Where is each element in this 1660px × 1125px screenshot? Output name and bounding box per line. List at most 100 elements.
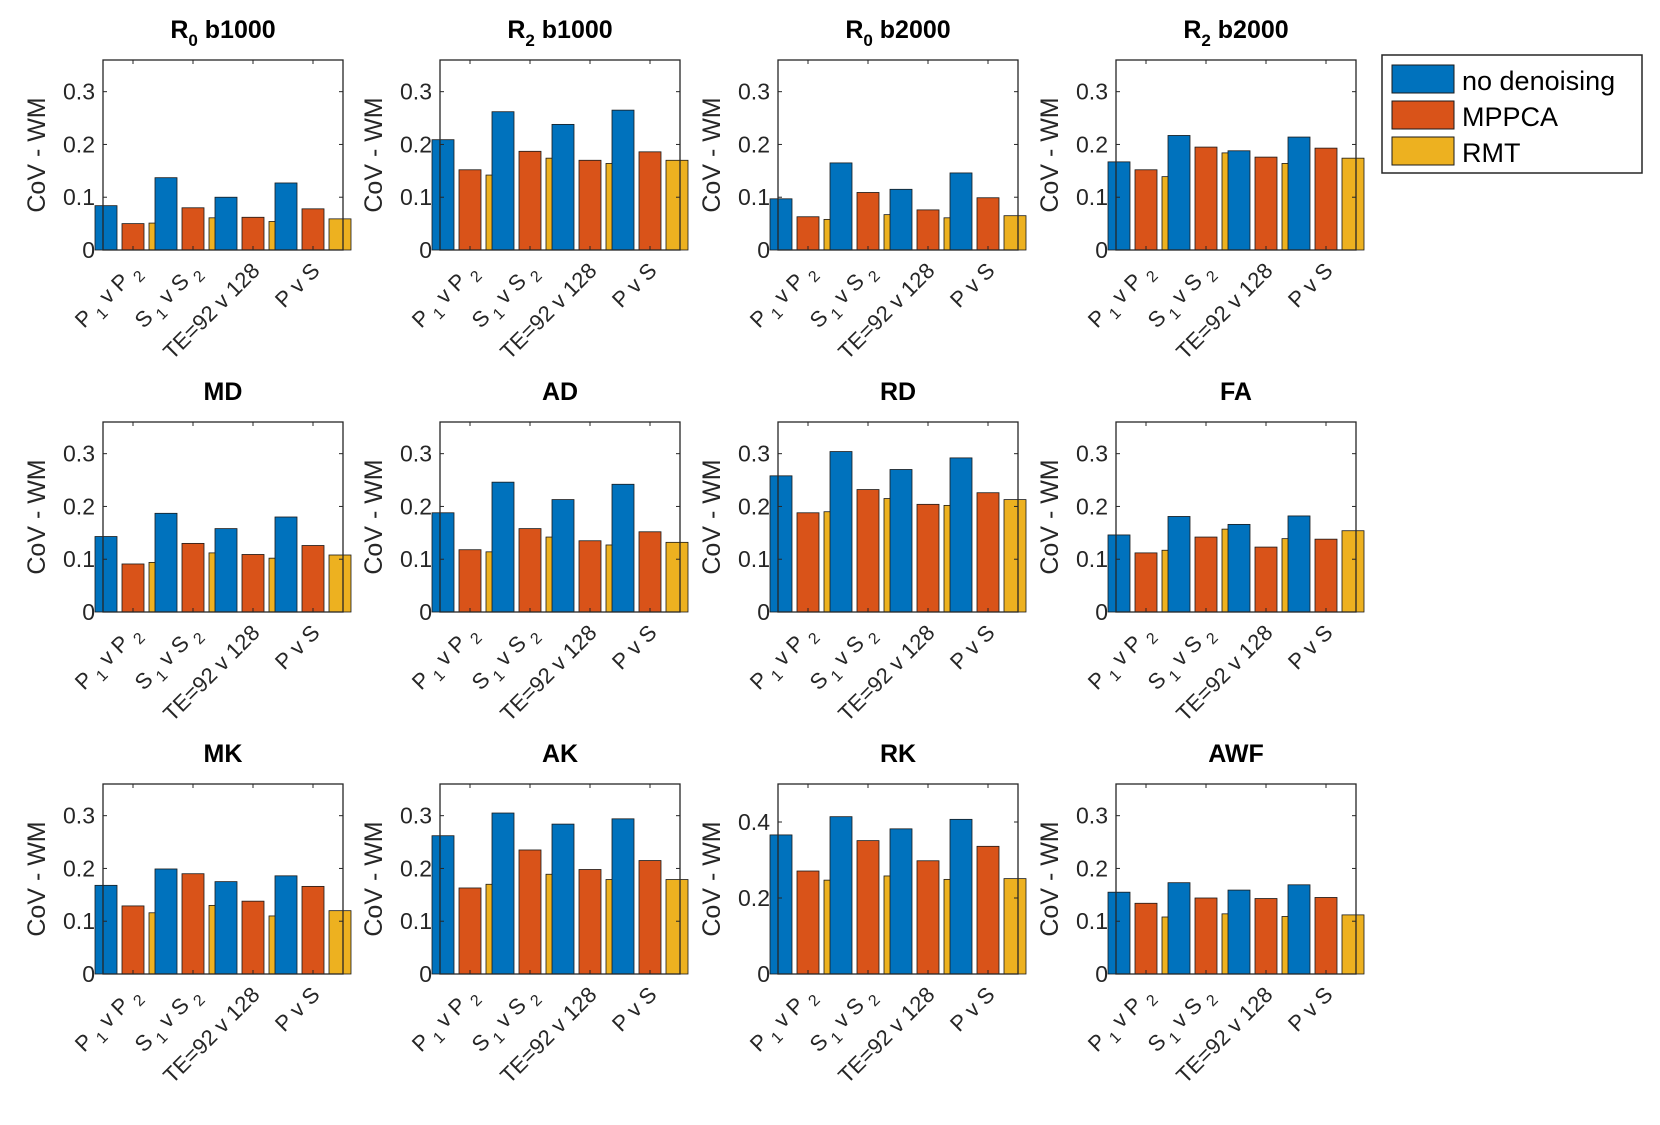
bar-no-denoising bbox=[491, 481, 515, 613]
subplot-title: R2 b2000 bbox=[1183, 16, 1288, 50]
x-tick-label: P 1 v P 2 bbox=[70, 982, 149, 1061]
y-tick-label: 0.3 bbox=[1076, 441, 1108, 467]
legend-label: MPPCA bbox=[1462, 102, 1558, 132]
bar-mppca bbox=[1314, 538, 1338, 613]
y-tick-label: 0 bbox=[82, 599, 95, 625]
bar-mppca bbox=[181, 873, 205, 975]
y-tick-label: 0.3 bbox=[738, 79, 770, 105]
bar-mppca bbox=[1254, 546, 1278, 613]
x-tick-label: P v S bbox=[607, 258, 662, 313]
y-axis-label: CoV - WM bbox=[23, 459, 51, 574]
bar-mppca bbox=[1314, 147, 1338, 251]
bar-no-denoising bbox=[1287, 136, 1311, 251]
y-tick-label: 0.2 bbox=[63, 131, 95, 157]
y-tick-label: 0.2 bbox=[1076, 131, 1108, 157]
y-axis-label: CoV - WM bbox=[698, 459, 726, 574]
subplot-10: AKP 1 v P 2S 1 v S 2TE=92 v 128 P v S00.1… bbox=[360, 740, 689, 1088]
bar-no-denoising bbox=[431, 139, 455, 251]
bar-mppca bbox=[458, 887, 482, 975]
bar-no-denoising bbox=[274, 875, 298, 975]
subplot-6: ADP 1 v P 2S 1 v S 2TE=92 v 128 P v S00.1… bbox=[360, 378, 689, 726]
y-axis-label: CoV - WM bbox=[1036, 97, 1064, 212]
bar-no-denoising bbox=[214, 528, 238, 613]
bar-mppca bbox=[856, 489, 880, 613]
y-tick-label: 0.3 bbox=[63, 803, 95, 829]
bar-no-denoising bbox=[431, 835, 455, 975]
legend-swatch-rmt bbox=[1391, 136, 1455, 166]
y-axis-label: CoV - WM bbox=[23, 97, 51, 212]
bar-mppca bbox=[301, 208, 325, 251]
bar-no-denoising bbox=[491, 812, 515, 975]
y-tick-label: 0 bbox=[757, 961, 770, 987]
subplot-title: FA bbox=[1220, 378, 1252, 406]
bar-mppca bbox=[181, 542, 205, 613]
bar-no-denoising bbox=[1107, 161, 1131, 251]
bar-no-denoising bbox=[829, 162, 853, 251]
y-tick-label: 0 bbox=[82, 237, 95, 263]
bar-mppca bbox=[301, 885, 325, 975]
bar-no-denoising bbox=[1107, 534, 1131, 613]
subplot-title: RK bbox=[880, 740, 916, 768]
bar-no-denoising bbox=[154, 868, 178, 975]
bar-no-denoising bbox=[889, 469, 913, 613]
bar-rmt bbox=[665, 879, 689, 975]
subplot-11: RKP 1 v P 2S 1 v S 2TE=92 v 128 P v S00.2… bbox=[698, 740, 1027, 1088]
x-tick-label: P 1 v P 2 bbox=[1083, 982, 1162, 1061]
y-tick-label: 0 bbox=[1095, 599, 1108, 625]
bar-mppca bbox=[578, 540, 602, 613]
bar-mppca bbox=[1314, 897, 1338, 975]
axes-box bbox=[439, 421, 681, 613]
bar-no-denoising bbox=[1107, 891, 1131, 975]
bar-no-denoising bbox=[274, 516, 298, 613]
bar-no-denoising bbox=[274, 182, 298, 251]
bar-no-denoising bbox=[1167, 516, 1191, 613]
y-tick-label: 0.1 bbox=[63, 546, 95, 572]
y-tick-label: 0.3 bbox=[1076, 79, 1108, 105]
x-tick-label: P v S bbox=[607, 620, 662, 675]
bar-rmt bbox=[328, 218, 352, 251]
y-axis-label: CoV - WM bbox=[23, 821, 51, 936]
bar-mppca bbox=[1134, 902, 1158, 975]
axes-box bbox=[777, 421, 1019, 613]
bar-mppca bbox=[916, 503, 940, 613]
axes-box bbox=[102, 783, 344, 975]
y-tick-label: 0 bbox=[757, 237, 770, 263]
bar-rmt bbox=[1341, 530, 1365, 613]
bar-no-denoising bbox=[1227, 150, 1251, 251]
bar-mppca bbox=[1254, 156, 1278, 251]
bar-rmt bbox=[1003, 215, 1027, 251]
bar-mppca bbox=[241, 216, 265, 251]
bar-no-denoising bbox=[829, 451, 853, 613]
legend: no denoising MPPCA RMT bbox=[1381, 54, 1643, 174]
bar-mppca bbox=[1194, 146, 1218, 251]
y-tick-label: 0.2 bbox=[1076, 493, 1108, 519]
axes-box bbox=[439, 59, 681, 251]
legend-swatch-no-denoising bbox=[1391, 64, 1455, 94]
x-tick-label: P v S bbox=[607, 982, 662, 1037]
bar-mppca bbox=[121, 563, 145, 613]
x-tick-label: P 1 v P 2 bbox=[407, 982, 486, 1061]
bar-no-denoising bbox=[1167, 882, 1191, 975]
y-tick-label: 0.3 bbox=[1076, 803, 1108, 829]
bar-mppca bbox=[578, 869, 602, 975]
bar-no-denoising bbox=[1287, 515, 1311, 613]
subplot-title: R0 b2000 bbox=[845, 16, 950, 50]
y-tick-label: 0.1 bbox=[63, 184, 95, 210]
y-tick-label: 0 bbox=[757, 599, 770, 625]
y-axis-label: CoV - WM bbox=[1036, 821, 1064, 936]
bar-rmt bbox=[665, 541, 689, 613]
bar-no-denoising bbox=[551, 123, 575, 251]
subplot-9: MKP 1 v P 2S 1 v S 2TE=92 v 128 P v S00.1… bbox=[23, 740, 352, 1088]
y-tick-label: 0.1 bbox=[63, 908, 95, 934]
axes-box bbox=[1115, 421, 1357, 613]
y-tick-label: 0.2 bbox=[1076, 855, 1108, 881]
y-axis-label: CoV - WM bbox=[1036, 459, 1064, 574]
y-tick-label: 0.1 bbox=[1076, 908, 1108, 934]
bar-mppca bbox=[518, 150, 542, 251]
bar-mppca bbox=[976, 197, 1000, 251]
y-tick-label: 0.2 bbox=[400, 855, 432, 881]
y-tick-label: 0 bbox=[82, 961, 95, 987]
